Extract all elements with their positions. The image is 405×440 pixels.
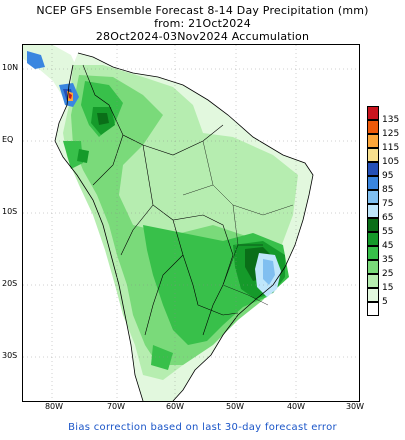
legend-swatch [367, 204, 379, 218]
map-canvas [23, 45, 359, 401]
lat-tick-10s: 10S [2, 207, 18, 216]
legend-swatch [367, 162, 379, 176]
legend-label: 95 [382, 171, 394, 181]
legend-swatch [367, 176, 379, 190]
legend-label: 5 [382, 297, 388, 307]
lat-tick-30s: 30S [2, 351, 18, 360]
lon-tick-80w: 80W [44, 402, 64, 411]
legend-label: 115 [382, 143, 400, 153]
precip-75mm [263, 259, 275, 285]
lat-tick-20s: 20S [2, 279, 18, 288]
legend-swatch [367, 190, 379, 204]
legend-label: 105 [382, 157, 400, 167]
legend-label: 35 [382, 255, 394, 265]
legend-swatch [367, 148, 379, 162]
legend-swatch [367, 246, 379, 260]
accumulation-period: 28Oct2024-03Nov2024 Accumulation [95, 30, 310, 43]
legend-swatch [367, 120, 379, 134]
state-borders [182, 140, 294, 306]
lon-tick-60w: 60W [165, 402, 185, 411]
bias-correction-note: Bias correction based on last 30-day for… [68, 422, 337, 433]
lon-tick-30w: 30W [345, 402, 365, 411]
legend-swatch [367, 106, 379, 120]
lat-tick-10n: 10N [2, 63, 19, 72]
legend-label: 15 [382, 283, 394, 293]
legend-label: 125 [382, 129, 400, 139]
coastline [77, 52, 314, 401]
country-borders [82, 64, 239, 336]
legend-label: 75 [382, 199, 394, 209]
legend-swatch [367, 134, 379, 148]
lon-tick-70w: 70W [106, 402, 126, 411]
map-title: NCEP GFS Ensemble Forecast 8-14 Day Prec… [36, 4, 369, 17]
legend-swatch [367, 232, 379, 246]
legend-label: 55 [382, 227, 394, 237]
legend-label: 135 [382, 115, 400, 125]
legend-swatch [367, 218, 379, 232]
precipitation-map [22, 44, 360, 402]
legend-label: 45 [382, 241, 394, 251]
legend-label: 85 [382, 185, 394, 195]
lat-tick-eq: EQ [2, 135, 14, 144]
legend-swatch [367, 288, 379, 302]
lon-tick-50w: 50W [225, 402, 245, 411]
legend-swatch [367, 260, 379, 274]
lon-tick-40w: 40W [286, 402, 306, 411]
legend-label: 25 [382, 269, 394, 279]
legend-swatch [367, 274, 379, 288]
precip-35mm [63, 81, 289, 370]
precip-135mm [69, 93, 72, 99]
legend-label: 65 [382, 213, 394, 223]
legend-swatch [367, 302, 379, 316]
west-coastline [54, 64, 144, 401]
grid-lines [23, 45, 359, 401]
issue-date: from: 21Oct2024 [154, 17, 251, 30]
